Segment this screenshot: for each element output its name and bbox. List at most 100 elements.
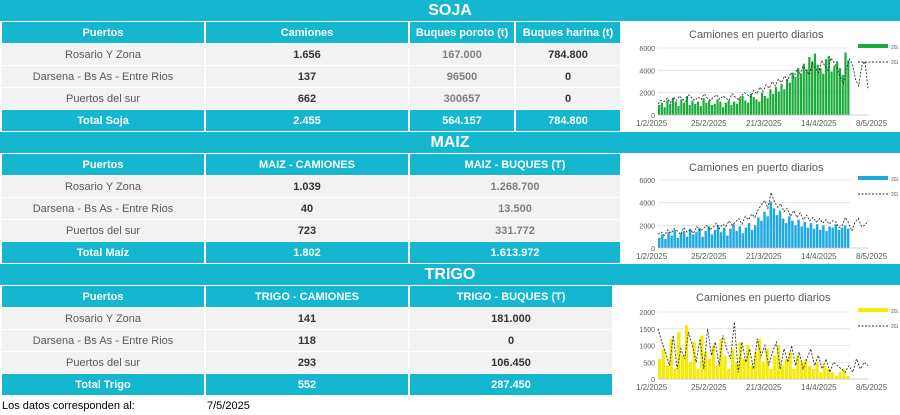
bar — [754, 352, 758, 379]
x-tick-label: 25/2/2025 — [691, 252, 727, 261]
cell-buques: 331.772 — [410, 220, 620, 241]
footer-label: Los datos corresponden al: — [2, 400, 135, 412]
bar — [670, 235, 673, 248]
x-tick-label: 8/5/2025 — [856, 119, 888, 128]
chart-maiz-svg: Camiones en puerto diarios 0 2000 4000 6000 1… — [636, 162, 898, 261]
header-puertos: Puertos — [2, 22, 204, 43]
bar — [834, 224, 838, 248]
section-title-trigo: TRIGO — [0, 264, 900, 285]
legend-swatch-2025 — [858, 176, 888, 180]
bar — [783, 89, 786, 115]
bar — [727, 100, 730, 115]
bar — [819, 68, 822, 115]
bar — [794, 225, 797, 248]
bar — [766, 216, 769, 248]
table-row: Darsena - Bs As - Entre Rios 137 96500 0 — [2, 66, 620, 87]
total-camiones: 2.455 — [206, 110, 408, 131]
bar — [780, 365, 785, 379]
bar — [823, 365, 827, 379]
bar — [797, 68, 800, 115]
x-tick-label: 1/2/2025 — [636, 383, 668, 392]
chart-trigo: Camiones en puerto diarios 0 500 1000 1500 20… — [628, 287, 898, 399]
total-label: Total Maíz — [2, 242, 204, 263]
port-name: Darsena - Bs As - Entre Rios — [2, 330, 204, 351]
bar — [669, 103, 672, 115]
bar — [691, 100, 694, 115]
bar — [749, 93, 753, 115]
bar — [710, 234, 714, 248]
bar — [750, 229, 754, 248]
y-tick-label: 4000 — [639, 201, 655, 208]
bar — [806, 227, 810, 248]
bar — [683, 102, 686, 115]
y-tick-label: 1500 — [639, 327, 655, 334]
bar — [658, 358, 662, 379]
footer-date: 7/5/2025 — [207, 400, 250, 412]
bar — [803, 358, 808, 379]
bar — [816, 64, 819, 115]
y-tick-label: 2000 — [639, 310, 655, 317]
y-tick-label: 0 — [651, 246, 655, 253]
total-camiones: 1.802 — [206, 242, 408, 263]
bar — [665, 365, 669, 379]
total-buques-poroto: 564.157 — [410, 110, 514, 131]
table-header-row: Puertos Camiones Buques poroto (t) Buque… — [2, 22, 620, 43]
bar — [744, 227, 748, 248]
bar — [819, 229, 822, 248]
bar — [754, 225, 757, 248]
total-buques: 1.613.972 — [410, 242, 620, 263]
bar — [766, 98, 769, 115]
header-camiones: MAIZ - CAMIONES — [206, 154, 408, 175]
bar — [685, 236, 689, 248]
cell-camiones: 141 — [206, 308, 408, 329]
bar — [692, 234, 695, 248]
total-row: Total Maíz 1.802 1.613.972 — [2, 242, 620, 263]
bar — [658, 237, 661, 248]
legend-label: 2025 — [891, 309, 898, 315]
bar — [786, 79, 789, 115]
bar — [674, 101, 677, 115]
bar — [673, 229, 676, 248]
x-tick-label: 21/3/2025 — [746, 383, 782, 392]
bar — [841, 74, 844, 115]
bar — [750, 365, 754, 379]
table-row: Rosario Y Zona 1.039 1.268.700 — [2, 176, 620, 197]
bar — [677, 106, 680, 115]
bar — [699, 106, 702, 115]
table-row: Darsena - Bs As - Entre Rios 118 0 — [2, 330, 612, 351]
header-buques: TRIGO - BUQUES (T) — [410, 286, 612, 307]
series-line-2024 — [657, 57, 869, 105]
bar — [777, 345, 781, 379]
table-row: Darsena - Bs As - Entre Rios 40 13.500 — [2, 198, 620, 219]
bar — [695, 232, 698, 248]
x-tick-label: 8/5/2025 — [856, 252, 888, 261]
bar — [701, 236, 704, 248]
bar — [713, 103, 716, 115]
table-soja: Puertos Camiones Buques poroto (t) Buque… — [0, 21, 622, 132]
bar — [719, 232, 723, 248]
bar — [741, 233, 745, 248]
bar — [802, 63, 805, 115]
bar — [715, 365, 719, 379]
bar — [723, 355, 727, 379]
table-row: Rosario Y Zona 141 181.000 — [2, 308, 612, 329]
bar — [842, 368, 846, 379]
bar — [730, 348, 735, 379]
bar — [673, 368, 677, 379]
y-tick-label: 1000 — [639, 344, 655, 351]
cell-buques-poroto: 167.000 — [410, 44, 514, 65]
bar — [844, 52, 847, 115]
legend-swatch-2025 — [858, 308, 888, 312]
header-buques: MAIZ - BUQUES (T) — [410, 154, 620, 175]
bar — [769, 368, 773, 379]
bar — [800, 226, 803, 248]
bar — [791, 220, 794, 248]
x-tick-label: 14/4/2025 — [801, 252, 837, 261]
x-tick-label: 25/2/2025 — [691, 383, 727, 392]
y-tick-label: 0 — [651, 113, 655, 120]
bar — [700, 335, 704, 379]
bar — [800, 362, 804, 379]
bar — [846, 375, 850, 379]
bar — [815, 362, 819, 379]
bar — [831, 227, 834, 248]
